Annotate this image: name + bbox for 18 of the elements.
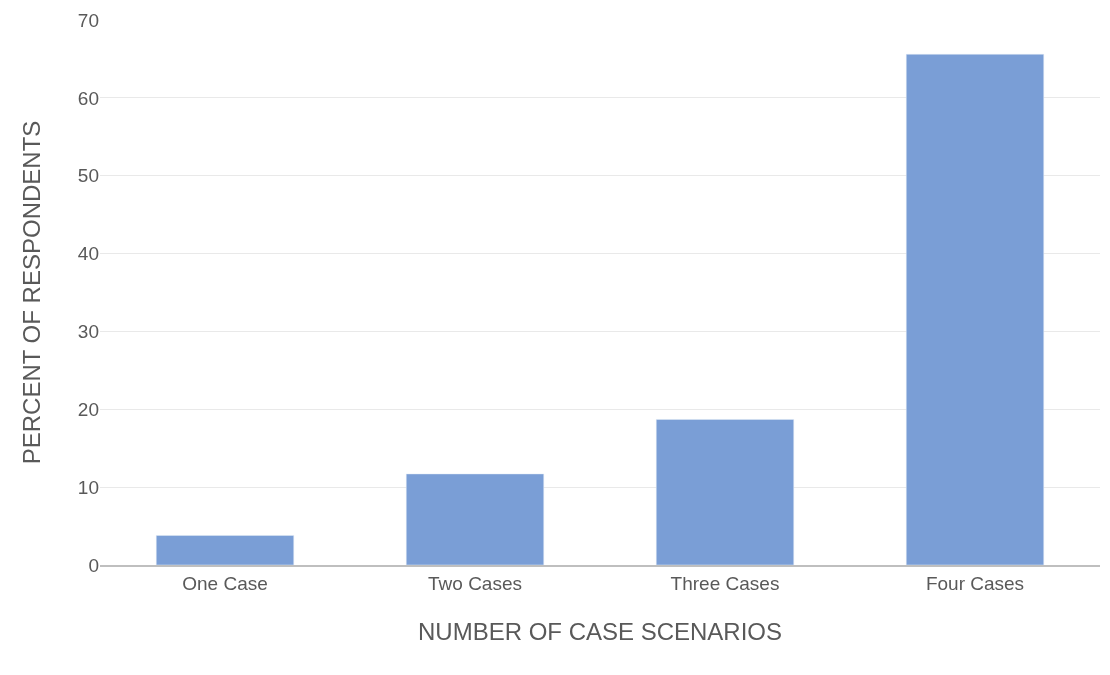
x-tick-label: One Case <box>182 572 268 594</box>
bar <box>906 54 1044 565</box>
x-tick-label: Three Cases <box>670 572 780 594</box>
x-tick-label: Four Cases <box>925 572 1025 594</box>
y-tick-label: 0 <box>88 554 99 576</box>
y-tick-label: 60 <box>77 87 99 109</box>
y-tick-label: 70 <box>77 9 99 31</box>
x-axis-title: NUMBER OF CASE SCENARIOS <box>417 617 783 645</box>
y-axis-title: PERCENT OF RESPONDENTS <box>17 120 45 465</box>
y-tick-label: 20 <box>77 398 99 420</box>
x-tick-label: Two Cases <box>428 572 522 594</box>
bar <box>156 535 294 565</box>
bar <box>656 419 794 565</box>
y-tick-label: 50 <box>77 165 99 187</box>
y-tick-label: 30 <box>77 321 99 343</box>
bar <box>406 473 544 565</box>
y-tick-label: 40 <box>77 243 99 265</box>
y-tick-label: 10 <box>77 476 99 498</box>
